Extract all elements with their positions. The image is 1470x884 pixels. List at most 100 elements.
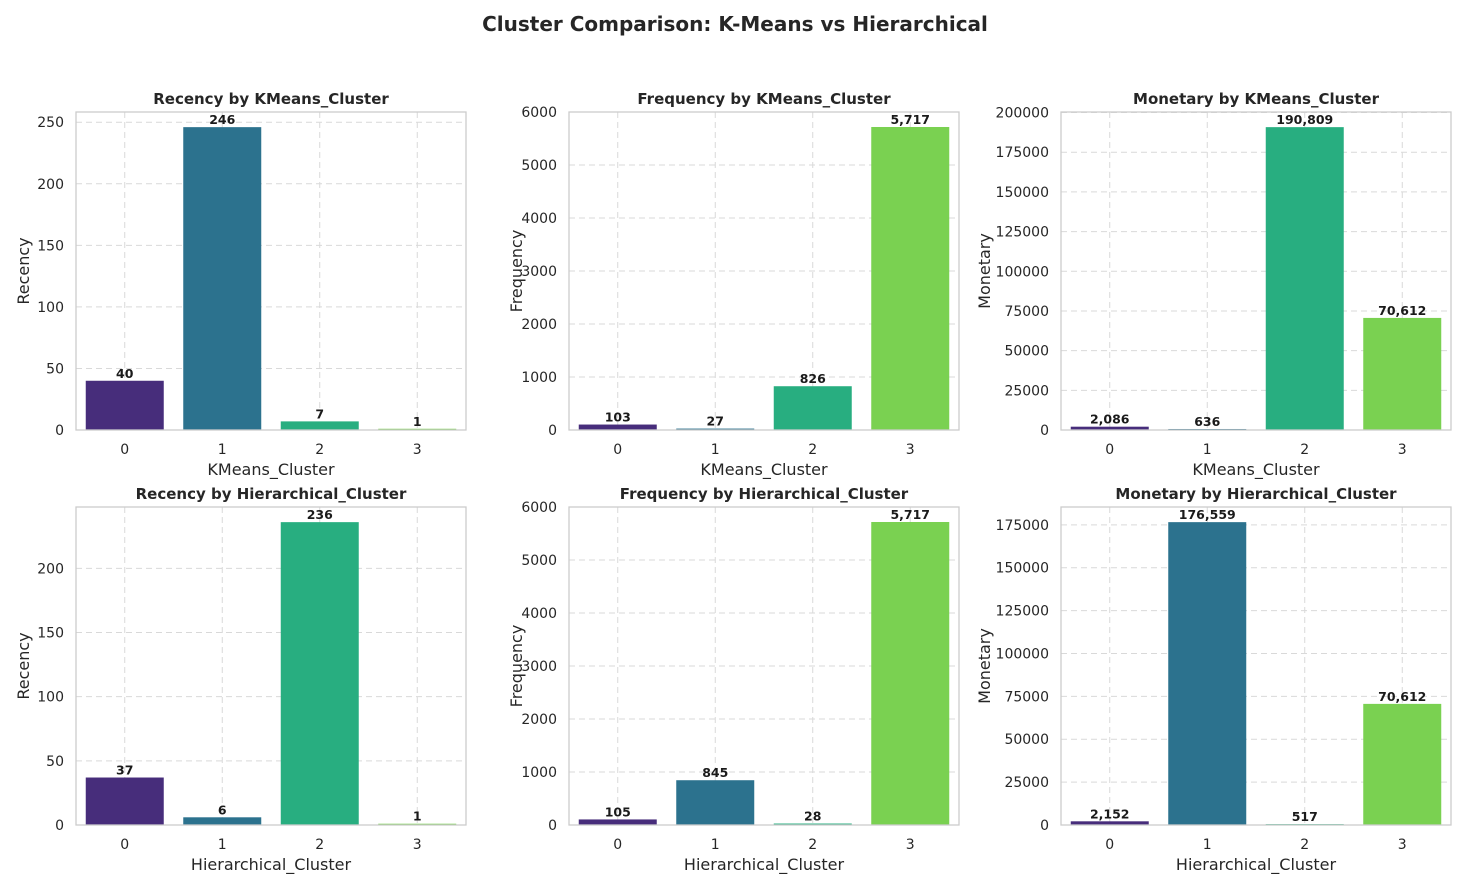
data-label: 105 xyxy=(605,804,631,819)
y-tick-label: 250 xyxy=(37,115,64,131)
y-axis-label: Frequency xyxy=(507,230,526,313)
data-label: 37 xyxy=(116,763,133,778)
bar xyxy=(280,421,359,430)
y-tick-label: 100000 xyxy=(996,264,1049,280)
bar xyxy=(1265,127,1344,430)
bar xyxy=(676,428,755,430)
x-tick-label: 2 xyxy=(315,837,324,853)
plot-frame xyxy=(75,111,467,431)
data-label: 826 xyxy=(800,371,826,386)
y-tick-label: 1000 xyxy=(521,765,557,781)
x-tick-label: 3 xyxy=(413,442,422,458)
y-tick-label: 0 xyxy=(1040,818,1049,834)
y-tick-label: 175000 xyxy=(996,145,1049,161)
x-axis-label: KMeans_Cluster xyxy=(700,460,828,480)
data-label: 1 xyxy=(413,414,422,429)
y-tick-label: 50000 xyxy=(1004,732,1049,748)
data-label: 7 xyxy=(315,406,324,421)
x-axis-label: Hierarchical_Cluster xyxy=(684,855,845,875)
y-tick-label: 2000 xyxy=(521,317,557,333)
y-tick-label: 200 xyxy=(37,177,64,193)
y-tick-label: 0 xyxy=(55,818,64,834)
data-label: 40 xyxy=(116,366,134,381)
y-tick-label: 3000 xyxy=(521,659,557,675)
y-tick-label: 5000 xyxy=(521,553,557,569)
data-label: 1 xyxy=(413,809,422,824)
y-tick-label: 150 xyxy=(37,626,64,642)
y-tick-label: 125000 xyxy=(996,225,1049,241)
y-tick-label: 150000 xyxy=(996,185,1049,201)
chart-title: Frequency by Hierarchical_Cluster xyxy=(620,485,909,503)
data-label: 70,612 xyxy=(1378,689,1426,704)
x-tick-label: 2 xyxy=(808,442,817,458)
y-tick-label: 125000 xyxy=(996,604,1049,620)
figure-title: Cluster Comparison: K-Means vs Hierarchi… xyxy=(482,12,988,36)
y-tick-label: 50 xyxy=(46,361,64,377)
y-tick-label: 3000 xyxy=(521,264,557,280)
y-tick-label: 4000 xyxy=(521,211,557,227)
chart-panel-3: 37 6 236 1 0 50 100 150 200 0 1 2 3 Recency by Hierar… xyxy=(14,485,467,875)
plot-frame xyxy=(75,506,467,826)
y-tick-label: 25000 xyxy=(1004,383,1049,399)
bar xyxy=(676,780,755,825)
x-tick-label: 1 xyxy=(711,837,720,853)
y-tick-label: 25000 xyxy=(1004,775,1049,791)
y-tick-label: 50 xyxy=(46,754,64,770)
x-tick-label: 1 xyxy=(1203,442,1212,458)
y-tick-label: 75000 xyxy=(1004,689,1049,705)
data-label: 176,559 xyxy=(1179,507,1236,522)
data-label: 845 xyxy=(702,765,728,780)
y-axis-label: Monetary xyxy=(975,628,994,704)
bar xyxy=(1363,317,1442,430)
chart-title: Recency by KMeans_Cluster xyxy=(153,90,389,108)
bar xyxy=(1363,703,1442,825)
data-label: 236 xyxy=(307,507,333,522)
plot-frame xyxy=(1060,111,1452,431)
x-tick-label: 1 xyxy=(218,837,227,853)
chart-panel-0: 40 246 7 1 0 50 100 150 200 250 0 1 2 3 Recency by KMe… xyxy=(14,90,467,480)
x-tick-label: 0 xyxy=(1105,837,1114,853)
bar xyxy=(1070,821,1149,825)
chart-panel-1: 103 27 826 5,717 0 1000 2000 3000 4000 5000 6000 0 1… xyxy=(507,90,960,480)
y-tick-label: 6000 xyxy=(521,105,557,121)
x-tick-label: 3 xyxy=(906,837,915,853)
data-label: 2,152 xyxy=(1090,806,1130,821)
data-label: 190,809 xyxy=(1276,112,1333,127)
bar xyxy=(871,521,950,825)
y-tick-label: 1000 xyxy=(521,370,557,386)
x-tick-label: 0 xyxy=(613,837,622,853)
y-tick-label: 150000 xyxy=(996,561,1049,577)
chart-title: Recency by Hierarchical_Cluster xyxy=(136,485,407,503)
y-axis-label: Recency xyxy=(14,632,33,699)
data-label: 6 xyxy=(218,802,227,817)
y-tick-label: 0 xyxy=(55,423,64,439)
data-label: 5,717 xyxy=(890,507,930,522)
x-tick-label: 0 xyxy=(120,442,129,458)
x-axis-label: Hierarchical_Cluster xyxy=(191,855,352,875)
data-label: 70,612 xyxy=(1378,303,1426,318)
data-label: 517 xyxy=(1292,809,1318,824)
y-tick-label: 0 xyxy=(1040,423,1049,439)
y-tick-label: 100 xyxy=(37,300,64,316)
y-tick-label: 100 xyxy=(37,690,64,706)
bar xyxy=(85,777,164,825)
x-tick-label: 3 xyxy=(1398,442,1407,458)
y-axis-label: Recency xyxy=(14,237,33,304)
bar xyxy=(773,823,852,825)
x-tick-label: 2 xyxy=(1300,442,1309,458)
y-axis-label: Frequency xyxy=(507,625,526,708)
y-tick-label: 0 xyxy=(548,423,557,439)
chart-title: Frequency by KMeans_Cluster xyxy=(637,90,891,108)
bar xyxy=(1070,426,1149,430)
data-label: 2,086 xyxy=(1090,412,1130,427)
x-tick-label: 2 xyxy=(808,837,817,853)
bar xyxy=(773,386,852,430)
bar xyxy=(578,424,657,430)
y-tick-label: 5000 xyxy=(521,158,557,174)
bar xyxy=(280,522,359,825)
x-tick-label: 2 xyxy=(315,442,324,458)
x-axis-label: Hierarchical_Cluster xyxy=(1176,855,1337,875)
bar xyxy=(1168,522,1247,825)
plot-frame xyxy=(568,111,960,431)
